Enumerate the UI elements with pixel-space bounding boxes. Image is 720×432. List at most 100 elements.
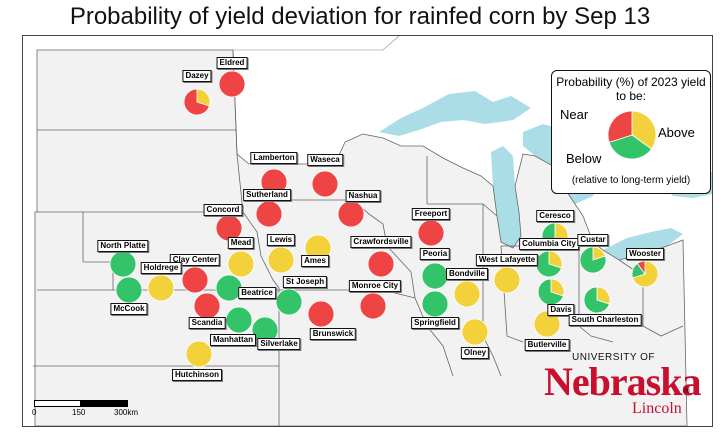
legend: Probability (%) of 2023 yield to be: Nea… xyxy=(551,70,711,194)
site-label-columbia-city: Columbia City xyxy=(519,238,579,250)
site-pie-wooster xyxy=(631,260,659,288)
scale-seg-2 xyxy=(80,400,128,407)
legend-below-slice xyxy=(607,110,633,143)
site-freeport-below-slice xyxy=(417,219,445,247)
site-label-peoria: Peoria xyxy=(419,248,451,260)
site-pie-holdrege xyxy=(147,274,175,302)
site-label-manhattan: Manhattan xyxy=(210,334,256,346)
legend-pie xyxy=(607,110,657,160)
site-springfield-above-slice xyxy=(421,290,449,318)
site-pie-monroe-city xyxy=(359,292,387,320)
site-pie-springfield xyxy=(421,290,449,318)
site-st-joseph-above-slice xyxy=(275,288,303,316)
lake-erie xyxy=(603,228,683,260)
site-label-beatrice: Beatrice xyxy=(238,287,276,299)
site-label-monroe-city: Monroe City xyxy=(348,280,402,292)
site-label-eldred: Eldred xyxy=(216,57,248,69)
site-label-davis: Davis xyxy=(547,304,575,316)
site-nashua-below-slice xyxy=(337,200,365,228)
site-sutherland-below-slice xyxy=(255,200,283,228)
site-mead-near-slice xyxy=(227,250,255,278)
canada-boundary xyxy=(37,36,400,51)
site-crawfordsville-below-slice xyxy=(367,250,395,278)
site-label-mead: Mead xyxy=(227,237,255,249)
site-label-ames: Ames xyxy=(301,255,329,267)
site-pie-dazey xyxy=(183,88,211,116)
site-label-sutherland: Sutherland xyxy=(243,189,291,201)
site-pie-eldred xyxy=(218,70,246,98)
site-pie-sutherland xyxy=(255,200,283,228)
logo-registered-mark: ® xyxy=(684,386,690,395)
site-label-south-charleston: South Charleston xyxy=(568,314,642,326)
site-label-butlerville: Butlerville xyxy=(524,339,570,351)
site-pie-custar xyxy=(579,246,607,274)
site-pie-crawfordsville xyxy=(367,250,395,278)
site-pie-butlerville xyxy=(533,310,561,338)
site-pie-peoria xyxy=(421,262,449,290)
site-label-freeport: Freeport xyxy=(411,208,451,220)
site-custar-above-slice xyxy=(579,246,607,274)
scale-bar: 0 150 300km xyxy=(30,396,138,424)
legend-near-slice xyxy=(631,110,657,150)
site-pie-columbia-city xyxy=(535,250,563,278)
site-pie-mccook xyxy=(115,276,143,304)
site-eldred-below-slice xyxy=(218,70,246,98)
site-label-custar: Custar xyxy=(577,234,609,246)
site-dazey-near-slice xyxy=(196,88,211,107)
site-label-nashua: Nashua xyxy=(345,190,381,202)
logo-university-text: UNIVERSITY OF xyxy=(572,352,655,363)
site-columbia-city-above-slice xyxy=(535,250,562,278)
legend-near-label: Near xyxy=(560,107,589,122)
site-label-dazey: Dazey xyxy=(182,70,212,82)
site-pie-south-charleston xyxy=(583,286,611,314)
legend-above-label: Above xyxy=(658,125,695,140)
site-label-lewis: Lewis xyxy=(266,234,296,246)
logo-lincoln-text: Lincoln xyxy=(632,400,682,417)
site-pie-nashua xyxy=(337,200,365,228)
map-area: Dazey Eldred Lamberton Waseca Sutherland Nash… xyxy=(22,35,713,427)
site-pie-waseca xyxy=(311,170,339,198)
site-label-hutchinson: Hutchinson xyxy=(172,369,222,381)
site-pie-hutchinson xyxy=(185,340,213,368)
lake-superior xyxy=(379,91,531,136)
unl-logo: UNIVERSITY OF Nebraska ® Lincoln xyxy=(540,352,701,422)
site-pie-brunswick xyxy=(307,300,335,328)
site-columbia-city-near-slice xyxy=(548,250,563,269)
site-label-ceresco: Ceresco xyxy=(536,210,574,222)
site-pie-st-joseph xyxy=(275,288,303,316)
site-bondville-near-slice xyxy=(453,280,481,308)
site-label-west-lafayette: West Lafayette xyxy=(475,254,539,266)
site-west-lafayette-near-slice xyxy=(493,266,521,294)
site-label-st-joseph: St Joseph xyxy=(282,276,328,288)
scale-label-300: 300km xyxy=(114,408,139,417)
site-pie-davis xyxy=(537,278,565,306)
site-label-concord: Concord xyxy=(203,204,243,216)
scale-label-0: 0 xyxy=(32,408,37,417)
scale-seg-1 xyxy=(34,400,82,407)
site-clay-center-below-slice xyxy=(181,266,209,294)
site-monroe-city-below-slice xyxy=(359,292,387,320)
site-label-holdrege: Holdrege xyxy=(140,262,182,274)
site-pie-scandia xyxy=(193,292,221,320)
site-lewis-near-slice xyxy=(267,246,295,274)
legend-below-label: Below xyxy=(566,151,602,166)
site-north-platte-above-slice xyxy=(109,250,137,278)
legend-title: Probability (%) of 2023 yield to be: xyxy=(556,75,706,103)
site-pie-clay-center xyxy=(181,266,209,294)
logo-nebraska-text: Nebraska xyxy=(544,359,701,404)
site-pie-north-platte xyxy=(109,250,137,278)
site-peoria-above-slice xyxy=(421,262,449,290)
site-wooster-below-slice xyxy=(636,260,646,276)
site-south-charleston-near-slice xyxy=(596,286,611,305)
scale-label-150: 150 xyxy=(72,408,86,417)
site-pie-mead xyxy=(227,250,255,278)
site-pie-manhattan xyxy=(225,306,253,334)
site-pie-west-lafayette xyxy=(493,266,521,294)
site-mccook-above-slice xyxy=(115,276,143,304)
site-label-silverlake: Silverlake xyxy=(257,338,301,350)
site-davis-above-slice xyxy=(537,278,564,306)
site-label-olney: Olney xyxy=(460,347,490,359)
site-label-clay-center: Clay Center xyxy=(169,254,221,266)
site-south-charleston-above-slice xyxy=(583,286,610,314)
site-hutchinson-near-slice xyxy=(185,340,213,368)
